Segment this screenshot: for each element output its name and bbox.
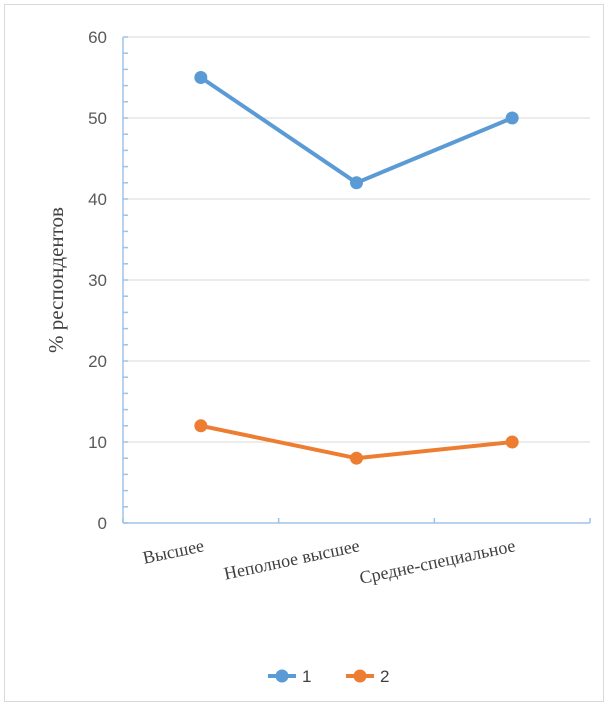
legend-label: 1: [302, 667, 311, 686]
y-tick-label: 0: [98, 514, 107, 533]
x-category-label: Средне-специальное: [358, 535, 517, 588]
y-tick-label: 30: [88, 271, 107, 290]
y-tick-label: 50: [88, 109, 107, 128]
series-group: [194, 71, 519, 465]
y-tick-labels: 0 10 20 30 40 50 60: [88, 28, 107, 533]
legend-marker: [275, 669, 289, 683]
data-point: [194, 419, 208, 433]
legend-marker: [353, 669, 367, 683]
y-tick-label: 10: [88, 433, 107, 452]
axes: [122, 36, 591, 524]
series-line: [198, 75, 515, 185]
grid-lines: [123, 36, 590, 443]
legend-label: 2: [380, 667, 389, 686]
data-point: [350, 451, 363, 465]
data-point: [194, 71, 208, 84]
data-point: [350, 176, 363, 190]
y-axis-label: % респондентов: [44, 207, 68, 353]
x-category-label: Неполное высшее: [222, 535, 361, 583]
y-tick-label: 60: [88, 28, 107, 47]
y-tick-label: 40: [88, 190, 107, 209]
x-category-label: Высшее: [141, 535, 206, 567]
y-tick-label: 20: [88, 352, 107, 371]
data-point: [505, 111, 519, 125]
data-point: [505, 435, 519, 449]
